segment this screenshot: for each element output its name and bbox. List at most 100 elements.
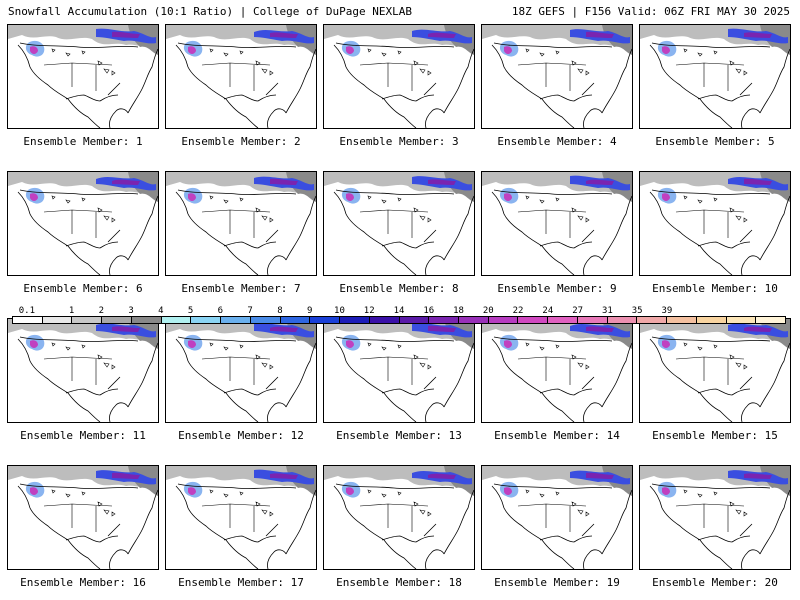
snow-band-core xyxy=(346,46,354,54)
colorbar-labels: 0.1 1 2 3 4 5 6 7 8 9 10 12 14 16 18 20 22 24 27 31 35 39 xyxy=(12,306,786,316)
coastlines xyxy=(649,42,790,128)
ensemble-map-panel xyxy=(165,465,317,570)
snow-shading-light xyxy=(640,172,790,195)
snow-band-purple xyxy=(744,178,772,185)
snow-band-purple xyxy=(744,326,772,332)
map-canvas xyxy=(482,25,632,128)
map-canvas xyxy=(166,466,316,569)
political-borders xyxy=(359,62,429,91)
colorbar-swatch xyxy=(161,317,192,323)
colorbar-swatch xyxy=(726,317,757,323)
snow-band-core xyxy=(346,193,354,201)
lake-outlines xyxy=(525,489,590,517)
colorbar-swatch xyxy=(667,317,697,323)
map-canvas xyxy=(482,466,632,569)
lake-outlines xyxy=(51,489,116,517)
snow-band-core xyxy=(188,193,196,201)
colorbar-swatch xyxy=(607,317,638,323)
colorbar-strip xyxy=(12,316,786,324)
colorbar-label: 7 xyxy=(247,306,253,316)
ensemble-map-panel xyxy=(7,318,159,423)
political-borders xyxy=(43,503,113,532)
ensemble-member-label: Ensemble Member: 16 xyxy=(20,576,146,589)
lake-outlines xyxy=(683,489,748,517)
colorbar-swatch xyxy=(102,317,132,323)
ensemble-member-label: Ensemble Member: 14 xyxy=(494,429,620,442)
map-canvas xyxy=(640,466,790,569)
colorbar-swatch xyxy=(42,317,73,323)
ensemble-member-label: Ensemble Member: 15 xyxy=(652,429,778,442)
snow-shading-light xyxy=(324,466,474,489)
map-canvas xyxy=(8,25,158,128)
political-borders xyxy=(359,503,429,532)
colorbar-label: 9 xyxy=(306,306,313,316)
lake-outlines xyxy=(683,48,748,76)
coastlines xyxy=(491,189,632,275)
ensemble-member-label: Ensemble Member: 13 xyxy=(336,429,462,442)
ensemble-member-label: Ensemble Member: 6 xyxy=(23,282,143,295)
colorbar-label: 10 xyxy=(334,306,345,316)
political-borders xyxy=(675,209,745,238)
coastlines xyxy=(333,189,474,275)
lake-outlines xyxy=(51,195,116,223)
colorbar-label: 16 xyxy=(423,306,435,316)
snow-shading-light xyxy=(324,319,474,342)
colorbar-swatch xyxy=(340,317,370,323)
snow-band-core xyxy=(30,193,38,201)
ensemble-map-panel xyxy=(165,318,317,423)
snow-band-purple xyxy=(270,178,298,185)
map-canvas xyxy=(482,319,632,422)
colorbar-label: 14 xyxy=(393,306,405,316)
snow-band-core xyxy=(662,193,670,201)
political-borders xyxy=(201,62,271,91)
ensemble-member-label: Ensemble Member: 17 xyxy=(178,576,304,589)
political-borders xyxy=(43,62,113,91)
snow-band-purple xyxy=(744,32,772,38)
coastlines xyxy=(175,483,316,569)
snow-band-purple xyxy=(586,31,614,38)
ensemble-member-label: Ensemble Member: 18 xyxy=(336,576,462,589)
colorbar-swatch xyxy=(131,317,162,323)
snow-band-purple xyxy=(270,326,298,332)
snow-band-core xyxy=(188,487,196,495)
snow-band-core xyxy=(662,46,670,54)
snow-band-purple xyxy=(586,326,614,332)
chart-title: Snowfall Accumulation (10:1 Ratio) | Col… xyxy=(8,5,412,18)
colorbar-legend: 0.1 1 2 3 4 5 6 7 8 9 10 12 14 16 18 20 22 24 27 31 35 39 xyxy=(12,306,786,324)
map-canvas xyxy=(8,319,158,422)
snow-shading-light xyxy=(482,25,632,48)
colorbar-label: 4 xyxy=(158,306,164,316)
lake-outlines xyxy=(525,195,590,223)
colorbar-swatch xyxy=(280,317,311,323)
ensemble-map-panel xyxy=(481,465,633,570)
ensemble-map-panel xyxy=(639,24,791,129)
ensemble-map-panel xyxy=(481,318,633,423)
ensemble-map-panel xyxy=(481,171,633,276)
coastlines xyxy=(17,189,158,275)
colorbar-label: 0.1 xyxy=(18,306,36,316)
lake-outlines xyxy=(525,342,590,370)
snow-band-purple xyxy=(428,32,456,38)
colorbar-swatch xyxy=(696,317,727,323)
map-canvas xyxy=(8,466,158,569)
snow-shading-light xyxy=(166,466,316,489)
colorbar-label: 1 xyxy=(68,306,75,316)
colorbar-swatch xyxy=(577,317,608,323)
snow-band-purple xyxy=(428,473,456,479)
map-canvas xyxy=(640,319,790,422)
colorbar-label: 2 xyxy=(98,306,105,316)
coastlines xyxy=(175,42,316,128)
lake-outlines xyxy=(683,342,748,370)
snow-band-core xyxy=(346,340,354,348)
snow-band-purple xyxy=(112,472,140,479)
colorbar-label: 20 xyxy=(482,306,494,316)
ensemble-map-panel xyxy=(323,24,475,129)
political-borders xyxy=(201,209,271,238)
lake-outlines xyxy=(209,48,274,76)
snow-band-core xyxy=(504,340,512,348)
colorbar-label: 35 xyxy=(631,306,643,316)
coastlines xyxy=(649,189,790,275)
colorbar-swatch xyxy=(310,317,341,323)
ensemble-member-label: Ensemble Member: 20 xyxy=(652,576,778,589)
snow-band-core xyxy=(30,340,38,348)
